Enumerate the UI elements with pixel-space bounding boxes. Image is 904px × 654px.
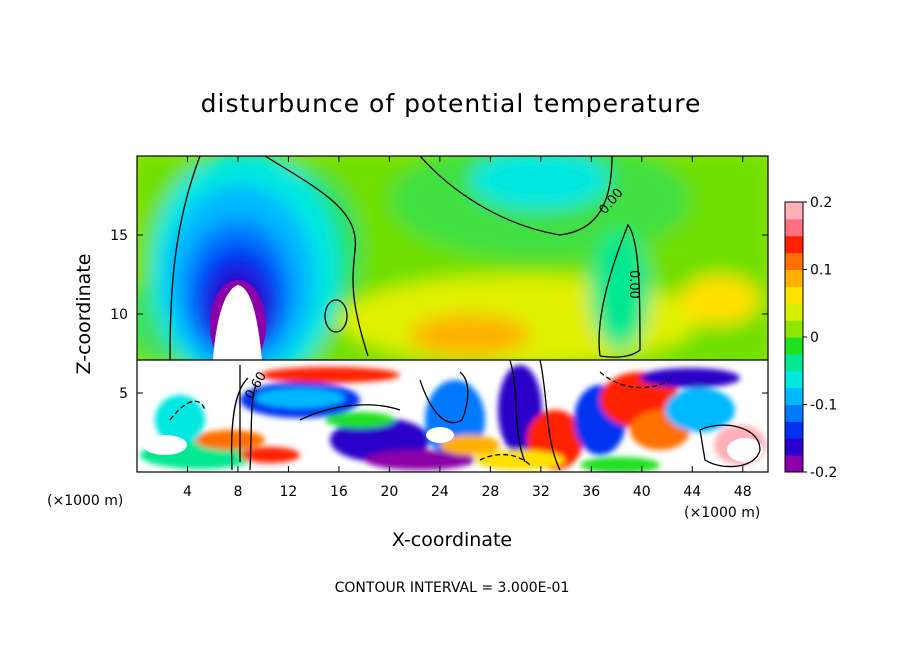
contour-lower-5 <box>699 424 761 468</box>
contour-closed-small <box>324 299 348 333</box>
colorbar-swatch <box>785 455 803 473</box>
colorbar-swatch <box>785 353 803 372</box>
chart-title: disturbunce of potential temperature <box>201 89 702 118</box>
contour-label-zero-right: 0.00 <box>626 270 641 299</box>
x-tick-label: 20 <box>380 484 398 500</box>
contour-zero-left <box>169 156 369 361</box>
x-axis-ticks: 4 8 12 16 20 24 28 32 36 40 44 48 <box>183 156 752 500</box>
contour-lower-4 <box>509 359 561 471</box>
contour-interval-note: CONTOUR INTERVAL = 3.000E-01 <box>335 580 570 596</box>
colorbar-tick-label: 0.2 <box>810 195 832 211</box>
colorbar-tick-label: 0 <box>810 330 819 346</box>
contour-zero-right <box>598 223 641 358</box>
colorbar-swatch <box>785 320 803 338</box>
plume-white-core <box>213 285 262 360</box>
colorbar-tick-label: -0.1 <box>810 398 837 414</box>
y-axis-ticks: 5 10 15 <box>110 228 768 402</box>
z-unit-label: (×1000 m) <box>47 493 123 509</box>
colorbar-tick-label: -0.2 <box>810 465 837 481</box>
colorbar-swatch <box>785 387 803 405</box>
contour-lower-2 <box>230 365 257 471</box>
x-tick-label: 48 <box>734 484 752 500</box>
colorbar-swatch <box>785 235 803 254</box>
colorbar-swatch <box>785 202 803 220</box>
x-axis-label: X-coordinate <box>392 529 512 551</box>
colorbar-swatch <box>785 337 803 355</box>
colorbar-swatch <box>785 370 803 389</box>
colorbar-ticks: 0.2 0.1 0 -0.1 -0.2 <box>803 195 837 481</box>
x-tick-label: 40 <box>633 484 651 500</box>
x-tick-label: 8 <box>233 484 242 500</box>
lower-field <box>137 360 768 472</box>
colorbar-swatch <box>785 218 803 237</box>
x-unit-label: (×1000 m) <box>684 505 760 521</box>
y-tick-label: 15 <box>110 228 128 244</box>
colorbar-swatch <box>785 252 803 270</box>
y-axis-label: Z-coordinate <box>73 254 95 375</box>
contour-zero-upper <box>419 156 613 236</box>
contour-lower-3 <box>419 371 469 424</box>
x-tick-label: 28 <box>481 484 499 500</box>
colorbar-swatch <box>785 286 803 304</box>
x-tick-label: 16 <box>330 484 348 500</box>
contour-lines <box>137 156 768 471</box>
contour-lower-6 <box>299 404 401 421</box>
x-tick-label: 44 <box>683 484 701 500</box>
x-tick-label: 4 <box>183 484 192 500</box>
x-tick-label: 36 <box>582 484 600 500</box>
colorbar-tick-label: 0.1 <box>810 263 832 279</box>
x-tick-label: 32 <box>532 484 550 500</box>
colorbar-swatch <box>785 269 803 287</box>
y-tick-label: 10 <box>110 307 128 323</box>
colorbar-swatch <box>785 438 803 456</box>
x-tick-label: 24 <box>431 484 449 500</box>
colorbar <box>784 201 804 473</box>
contour-lower-dashed <box>169 371 671 466</box>
x-tick-label: 12 <box>280 484 298 500</box>
y-tick-label: 5 <box>119 386 128 402</box>
plot-area: 0.00 0.00 0.60 <box>137 156 768 472</box>
colorbar-swatch <box>785 303 803 321</box>
colorbar-swatch <box>785 404 803 422</box>
colorbar-swatch <box>785 421 803 439</box>
